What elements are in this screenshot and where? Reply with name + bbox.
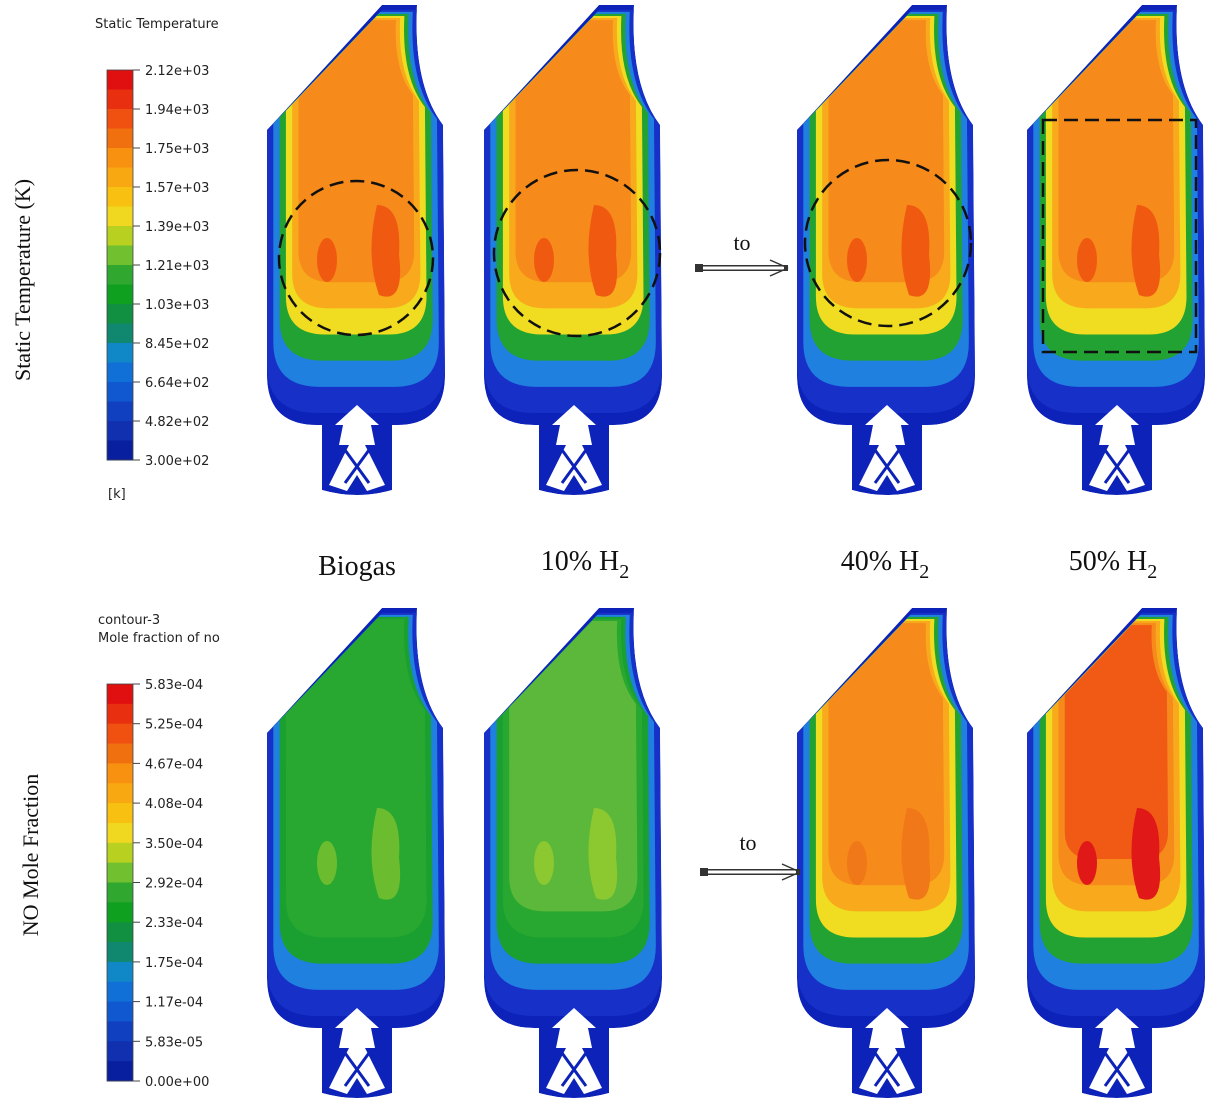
legend-tick-label: 1.17e-04 [145, 996, 203, 1011]
color-band [107, 285, 133, 305]
color-band [107, 421, 133, 441]
contour-core [534, 238, 554, 282]
color-band [107, 324, 133, 344]
color-band [107, 783, 133, 803]
color-band [107, 684, 133, 704]
color-band [107, 962, 133, 982]
legend-tick-label: 4.82e+02 [145, 415, 209, 430]
legend-tick-label: 1.39e+03 [145, 220, 209, 235]
color-band [107, 207, 133, 227]
color-band [107, 187, 133, 207]
color-band [107, 382, 133, 402]
contour-plot [1027, 5, 1205, 495]
contour-panels [267, 5, 1205, 1098]
legend-title: Mole fraction of no [98, 631, 220, 646]
column-label: 50% H2 [1069, 546, 1158, 583]
legend-tick-label: 2.12e+03 [145, 64, 209, 79]
legend-tick-label: 3.50e-04 [145, 837, 203, 852]
contour-plot [267, 608, 445, 1098]
color-band [107, 883, 133, 903]
legend-tick-label: 1.94e+03 [145, 103, 209, 118]
color-band [107, 246, 133, 266]
contour-plot [267, 5, 445, 495]
color-band [107, 363, 133, 383]
contour-core [1077, 238, 1097, 282]
contour-core [317, 841, 337, 885]
color-band [107, 441, 133, 461]
legend-tick-label: 1.03e+03 [145, 298, 209, 313]
legend-tick-label: 4.67e-04 [145, 757, 203, 772]
color-band [107, 823, 133, 843]
contour-core [847, 841, 867, 885]
contour-plot [484, 608, 662, 1098]
legend-tick-label: 2.33e-04 [145, 916, 203, 931]
color-band [107, 226, 133, 246]
contour-core [534, 841, 554, 885]
row-label: Static Temperature (K) [10, 179, 35, 381]
legend-tick-label: 5.25e-04 [145, 718, 203, 733]
contour-plot [797, 5, 975, 495]
column-label: 40% H2 [841, 546, 930, 583]
color-band [107, 1041, 133, 1061]
arrow-label: to [739, 830, 756, 855]
color-band [107, 902, 133, 922]
contour-layer [509, 621, 637, 911]
legend-tick-label: 3.00e+02 [145, 454, 209, 469]
legend-unit: [k] [108, 487, 126, 502]
legend-tick-label: 1.21e+03 [145, 259, 209, 274]
legend-tick-label: 4.08e-04 [145, 797, 203, 812]
color-band [107, 304, 133, 324]
legend-title: Static Temperature [95, 17, 219, 32]
legend-tick-label: 1.57e+03 [145, 181, 209, 196]
contour-plot [1027, 608, 1205, 1098]
color-band [107, 148, 133, 168]
legend-tick-label: 5.83e-05 [145, 1035, 203, 1050]
color-band [107, 1061, 133, 1081]
color-band [107, 982, 133, 1002]
color-band [107, 343, 133, 363]
contour-core [317, 238, 337, 282]
legend-title: contour-3 [98, 613, 160, 628]
column-label: 10% H2 [541, 546, 630, 583]
column-label: Biogas [318, 551, 396, 582]
contour-plot [797, 608, 975, 1098]
contour-layer [286, 619, 427, 938]
color-band [107, 704, 133, 724]
color-band [107, 843, 133, 863]
color-band [107, 744, 133, 764]
legend-tick-label: 1.75e+03 [145, 142, 209, 157]
legend-tick-label: 0.00e+00 [145, 1075, 209, 1090]
color-bar [107, 70, 140, 461]
color-band [107, 129, 133, 149]
arrow [700, 864, 800, 880]
color-band [107, 402, 133, 422]
color-band [107, 763, 133, 783]
contour-core [1077, 841, 1097, 885]
color-band [107, 1021, 133, 1041]
color-band [107, 724, 133, 744]
arrow [695, 260, 788, 276]
color-band [107, 922, 133, 942]
color-band [107, 168, 133, 188]
row-label: NO Mole Fraction [18, 774, 43, 937]
color-band [107, 90, 133, 110]
legend-tick-label: 2.92e-04 [145, 877, 203, 892]
legend-tick-label: 1.75e-04 [145, 956, 203, 971]
color-band [107, 803, 133, 823]
arrow-label: to [733, 230, 750, 255]
legend-tick-label: 8.45e+02 [145, 337, 209, 352]
color-band [107, 942, 133, 962]
color-band [107, 1002, 133, 1022]
legend-tick-label: 6.64e+02 [145, 376, 209, 391]
contour-core [847, 238, 867, 282]
color-band [107, 265, 133, 285]
color-band [107, 70, 133, 90]
color-band [107, 863, 133, 883]
contour-plot [484, 5, 662, 495]
figure: Static Temperature [k] contour-3 Mole fr… [0, 0, 1210, 1099]
legend-tick-label: 5.83e-04 [145, 678, 203, 693]
color-bar [107, 684, 140, 1082]
color-band [107, 109, 133, 129]
